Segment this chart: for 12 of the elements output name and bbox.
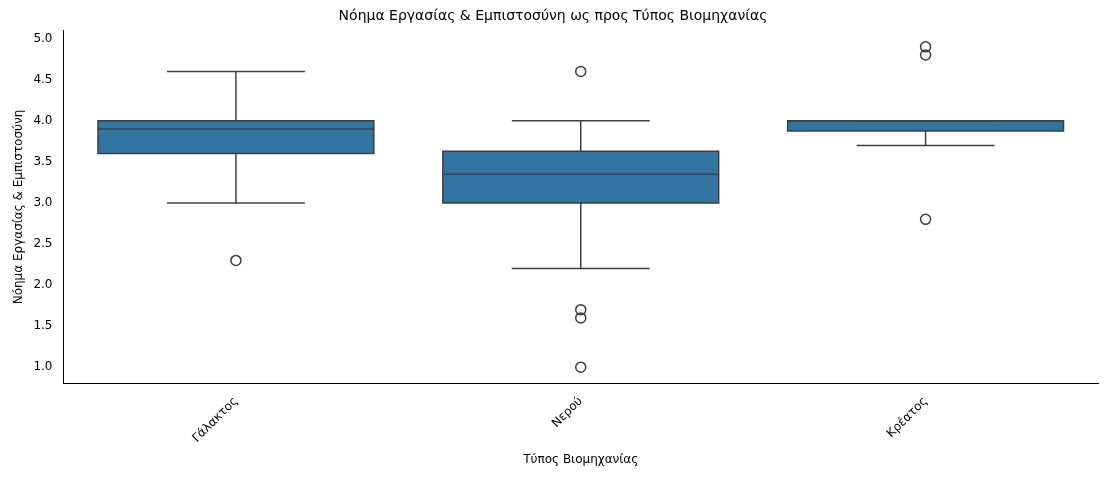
y-tick-label: 2.5 <box>33 236 53 251</box>
y-tick-label: 4.5 <box>33 71 53 86</box>
y-tick-label: 2.0 <box>33 277 53 292</box>
y-axis-title: Νόημα Εργασίας & Εμπιστοσύνη <box>11 109 26 305</box>
y-tick-label: 1.5 <box>33 318 53 333</box>
chart-title: Νόημα Εργασίας & Εμπιστοσύνη ως προς Τύπος Βιομηχανίας <box>338 7 768 24</box>
x-axis-title: Τύπος Βιομηχανίας <box>522 451 639 466</box>
y-tick-label: 3.0 <box>33 195 53 210</box>
y-tick-label: 4.0 <box>33 112 53 127</box>
y-tick-label: 3.5 <box>33 153 53 168</box>
y-tick-label: 1.0 <box>33 359 53 374</box>
y-tick-label: 5.0 <box>33 30 53 45</box>
